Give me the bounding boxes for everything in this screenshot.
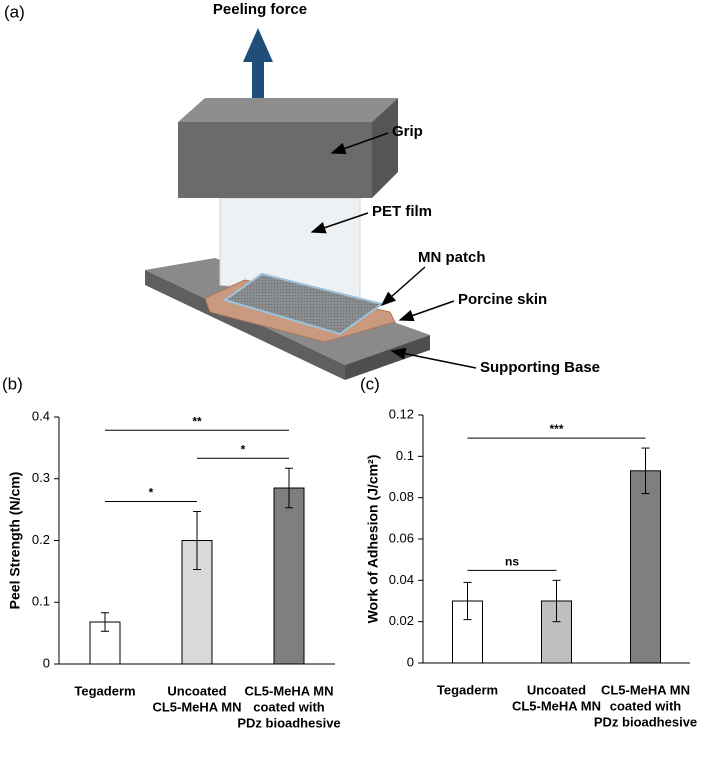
chart: (b) Peel Strength (N/cm) 0 0.1 0.2 0.3 0.4 Tega…: [2, 374, 341, 730]
x-tick-label: CL5-MeHA MN: [244, 683, 333, 698]
y-tick-label: 0.08: [389, 489, 414, 504]
y-tick-label: 0.04: [389, 572, 414, 587]
pointer: [390, 347, 477, 369]
diagram: (a) Peeling force Grip PET film MN patch…: [4, 1, 600, 380]
x-tick-label: Uncoated: [527, 682, 586, 697]
significance-label: ns: [505, 555, 519, 569]
base-side: [345, 335, 430, 380]
y-tick-label: 0: [43, 655, 50, 670]
y-axis-label: Peel Strength (N/cm): [7, 472, 23, 610]
y-tick-label: 0.2: [32, 532, 50, 547]
y-tick-label: 0: [407, 654, 414, 669]
film-label: PET film: [372, 203, 432, 220]
force-arrow: [243, 28, 273, 102]
x-tick-label: coated with: [253, 699, 325, 714]
pointer: [310, 212, 369, 234]
panel-label: (b): [2, 374, 23, 393]
grip-side: [372, 98, 398, 198]
y-tick-label: 0.1: [396, 448, 414, 463]
panel-label: (c): [360, 374, 380, 393]
x-tick-label: Tegaderm: [74, 683, 135, 698]
pointer: [330, 132, 389, 155]
y-tick-label: 0.4: [32, 408, 50, 423]
x-tick-label: Tegaderm: [437, 682, 498, 697]
base-front: [145, 270, 345, 380]
significance-label: ***: [549, 422, 563, 436]
y-tick-label: 0.12: [389, 406, 414, 421]
x-tick-label: PDz bioadhesive: [237, 715, 340, 730]
x-tick-label: PDz bioadhesive: [594, 714, 697, 729]
pointer: [398, 300, 455, 322]
bar: [273, 487, 305, 665]
force-label: Peeling force: [213, 1, 307, 18]
x-tick-label: Uncoated: [167, 683, 226, 698]
chart: (c) Work of Adhesion (J/cm²) 0 0.02 0.04 0.06…: [360, 374, 697, 729]
pointer: [380, 266, 426, 306]
y-tick-label: 0.3: [32, 470, 50, 485]
skin-label: Porcine skin: [458, 291, 547, 308]
x-tick-label: CL5-MeHA MN: [512, 698, 601, 713]
grip-label: Grip: [392, 123, 423, 140]
bar: [630, 470, 661, 664]
grip-top: [178, 98, 398, 122]
significance-label: *: [149, 486, 154, 500]
grip-front: [178, 122, 372, 198]
y-tick-label: 0.06: [389, 530, 414, 545]
panel-label: (a): [4, 2, 25, 21]
significance-label: *: [241, 442, 246, 456]
x-tick-label: CL5-MeHA MN: [152, 699, 241, 714]
significance-label: **: [192, 414, 202, 428]
base-label: Supporting Base: [480, 359, 600, 376]
y-tick-label: 0.02: [389, 613, 414, 628]
patch-label: MN patch: [418, 249, 486, 266]
x-tick-label: coated with: [610, 698, 682, 713]
x-tick-label: CL5-MeHA MN: [601, 682, 690, 697]
y-tick-label: 0.1: [32, 594, 50, 609]
y-axis-label: Work of Adhesion (J/cm²): [365, 455, 381, 624]
